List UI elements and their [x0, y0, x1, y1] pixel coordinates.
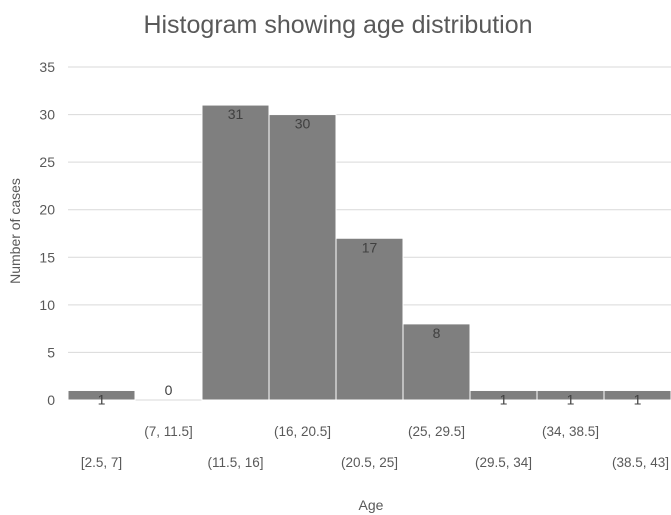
x-category-label: (38.5, 43]: [612, 455, 669, 470]
data-label: 1: [98, 391, 106, 407]
x-category-label: (11.5, 16]: [207, 455, 263, 470]
bar: [335, 237, 404, 401]
chart-title: Histogram showing age distribution: [143, 11, 532, 39]
bar: [402, 323, 471, 401]
data-label: 1: [634, 391, 642, 407]
x-category-label: (7, 11.5]: [144, 424, 193, 439]
bar: [268, 114, 337, 401]
data-label: 0: [165, 382, 173, 398]
x-category-label: (34, 38.5]: [542, 424, 599, 439]
data-label: 1: [500, 391, 508, 407]
y-tick-label: 10: [39, 297, 55, 313]
data-label: 17: [362, 239, 378, 255]
y-tick-label: 20: [39, 202, 55, 218]
x-category-label: (20.5, 25]: [341, 455, 398, 470]
bars: [67, 104, 671, 401]
x-category-label: [2.5, 7]: [81, 455, 122, 470]
y-tick-label: 0: [47, 392, 55, 408]
data-label: 30: [295, 116, 311, 132]
x-axis-title: Age: [359, 497, 384, 513]
y-axis-title: Number of cases: [7, 178, 23, 284]
bar: [201, 104, 270, 401]
y-axis-ticks: 0 5 10 15 20 25 30 35: [39, 59, 55, 408]
y-tick-label: 25: [39, 154, 55, 170]
y-tick-label: 35: [39, 59, 55, 75]
y-tick-label: 15: [39, 249, 55, 265]
data-label: 1: [567, 391, 575, 407]
data-label: 31: [228, 106, 244, 122]
y-tick-label: 30: [39, 107, 55, 123]
y-tick-label: 5: [47, 344, 55, 360]
x-category-label: (29.5, 34]: [475, 455, 532, 470]
x-axis-categories: [2.5, 7] (7, 11.5] (11.5, 16] (16, 20.5] (20…: [81, 424, 669, 470]
x-category-label: (16, 20.5]: [274, 424, 331, 439]
bar: [603, 389, 671, 401]
data-labels: 1 0 31 30 17 8 1 1 1: [98, 106, 642, 407]
x-category-label: (25, 29.5]: [408, 424, 465, 439]
data-label: 8: [433, 325, 441, 341]
bar: [67, 389, 136, 401]
